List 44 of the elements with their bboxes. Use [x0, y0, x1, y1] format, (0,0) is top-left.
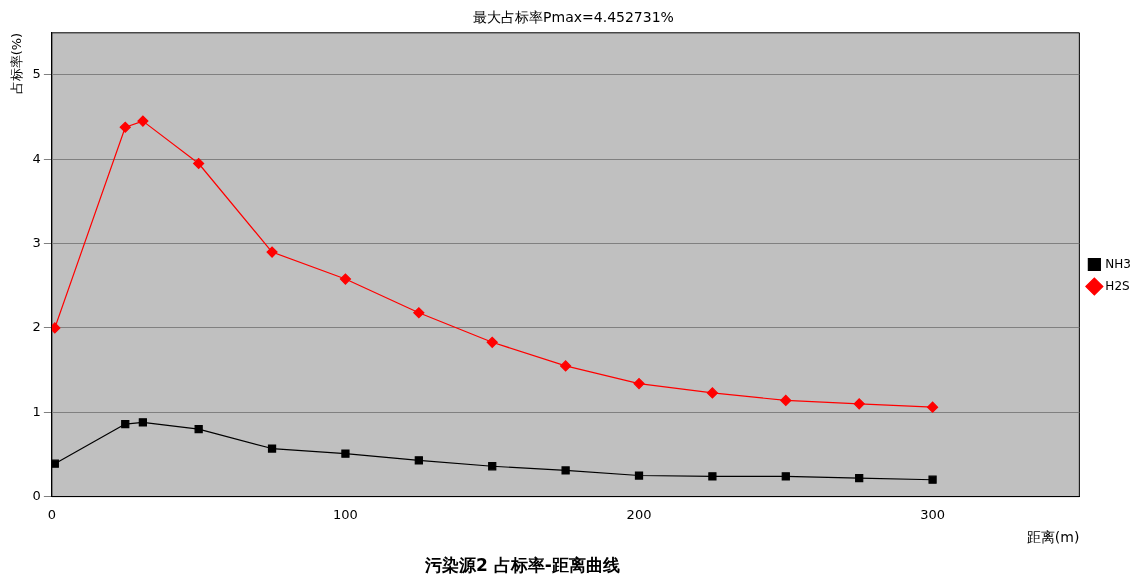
y-tick-label: 0	[32, 487, 41, 503]
point	[341, 449, 350, 458]
legend-label: NH3	[1105, 256, 1132, 271]
point	[414, 456, 423, 465]
point	[267, 444, 277, 453]
point	[708, 472, 717, 481]
point	[121, 419, 130, 429]
point	[926, 401, 939, 413]
point	[51, 459, 59, 468]
y-tick-label: 5	[32, 66, 41, 82]
point	[194, 425, 203, 434]
point	[137, 115, 149, 127]
text: 污染源2 占标率-距离曲线	[424, 554, 620, 575]
point	[138, 418, 148, 427]
point	[119, 121, 131, 133]
point	[706, 387, 718, 399]
x-tick-label: 200	[626, 506, 652, 522]
y-tick-label: 1	[32, 403, 41, 419]
point	[413, 307, 425, 319]
point	[633, 378, 645, 390]
x-axis-title: 距离(m)	[1026, 529, 1080, 546]
y-tick-label: 4	[32, 150, 41, 166]
point	[928, 475, 937, 484]
y-axis-title: 占标率(%)	[9, 32, 25, 95]
legend-label: H2S	[1105, 278, 1130, 293]
x-tick-label: 300	[920, 506, 945, 522]
chart-title: 最大占标率Pmax=4.452731%	[473, 9, 674, 26]
point	[51, 322, 61, 334]
point	[780, 394, 792, 407]
point	[853, 398, 865, 410]
point	[560, 360, 572, 372]
point	[266, 246, 278, 258]
y-tick-label: 3	[32, 234, 41, 250]
point	[488, 462, 497, 471]
point	[781, 472, 790, 481]
point	[339, 273, 352, 285]
point	[193, 157, 205, 170]
x-tick-label: 100	[333, 506, 358, 522]
point	[486, 336, 498, 348]
point	[855, 473, 864, 483]
x-tick-label: 0	[47, 506, 57, 522]
point	[634, 471, 644, 480]
y-tick-label: 2	[32, 319, 41, 335]
point	[561, 466, 570, 475]
